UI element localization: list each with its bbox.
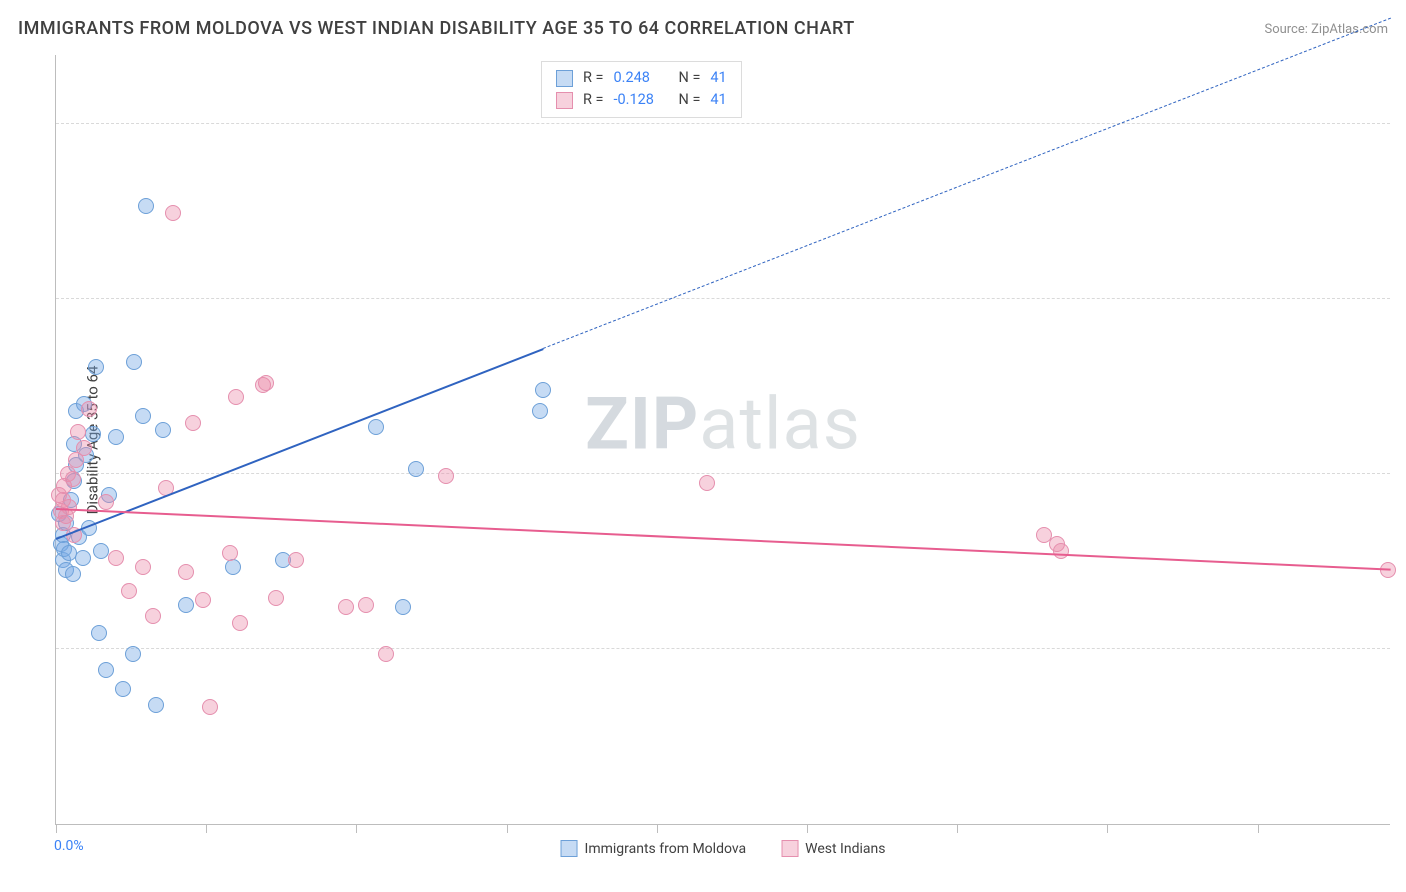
- y-tick-label: 7.5%: [1395, 641, 1406, 657]
- watermark: ZIPatlas: [585, 382, 861, 467]
- scatter-point-westind: [70, 424, 86, 440]
- scatter-point-moldova: [98, 662, 114, 678]
- x-axis-min-label: 0.0%: [54, 838, 84, 854]
- scatter-point-westind: [195, 592, 211, 608]
- x-tick: [206, 824, 207, 833]
- scatter-point-moldova: [125, 646, 141, 662]
- scatter-point-westind: [378, 646, 394, 662]
- scatter-point-moldova: [532, 403, 548, 419]
- label-n: N =: [679, 89, 701, 111]
- legend-label-westind: West Indians: [805, 841, 885, 857]
- y-tick-label: 22.5%: [1395, 291, 1406, 307]
- scatter-point-moldova: [115, 681, 131, 697]
- scatter-point-westind: [222, 545, 238, 561]
- scatter-point-westind: [108, 550, 124, 566]
- scatter-point-westind: [338, 599, 354, 615]
- legend-item-moldova: Immigrants from Moldova: [561, 840, 747, 857]
- scatter-point-westind: [61, 499, 77, 515]
- scatter-point-westind: [288, 552, 304, 568]
- label-r: R =: [583, 89, 604, 111]
- source-prefix: Source:: [1264, 22, 1311, 37]
- scatter-point-westind: [98, 494, 114, 510]
- scatter-point-moldova: [75, 550, 91, 566]
- x-tick: [356, 824, 357, 833]
- label-r: R =: [583, 67, 604, 89]
- scatter-point-moldova: [408, 461, 424, 477]
- scatter-point-moldova: [135, 408, 151, 424]
- scatter-point-moldova: [368, 419, 384, 435]
- legend-label-moldova: Immigrants from Moldova: [585, 841, 747, 857]
- scatter-point-westind: [165, 205, 181, 221]
- scatter-point-westind: [81, 401, 97, 417]
- plot-area: Disability Age 35 to 64 ZIPatlas 7.5%15.…: [55, 55, 1390, 825]
- stats-row-moldova: R = 0.248 N = 41: [556, 67, 727, 89]
- watermark-light: atlas: [699, 382, 861, 467]
- watermark-bold: ZIP: [585, 382, 699, 467]
- x-tick: [1107, 824, 1108, 833]
- scatter-point-moldova: [93, 543, 109, 559]
- swatch-moldova-icon: [561, 840, 578, 857]
- scatter-point-moldova: [138, 198, 154, 214]
- scatter-point-moldova: [155, 422, 171, 438]
- scatter-point-westind: [65, 471, 81, 487]
- scatter-point-westind: [228, 389, 244, 405]
- source-link[interactable]: ZipAtlas.com: [1311, 22, 1388, 37]
- legend-item-westind: West Indians: [781, 840, 885, 857]
- label-n: N =: [679, 67, 701, 89]
- scatter-point-moldova: [225, 559, 241, 575]
- scatter-point-moldova: [535, 382, 551, 398]
- scatter-point-moldova: [91, 625, 107, 641]
- scatter-point-westind: [178, 564, 194, 580]
- swatch-westind-icon: [556, 92, 573, 109]
- source-attribution: Source: ZipAtlas.com: [1264, 22, 1388, 37]
- gridline: [56, 298, 1390, 299]
- value-r-moldova: 0.248: [614, 67, 669, 89]
- scatter-point-westind: [232, 615, 248, 631]
- scatter-point-moldova: [178, 597, 194, 613]
- y-tick-label: 15.0%: [1395, 466, 1406, 482]
- scatter-point-moldova: [65, 566, 81, 582]
- y-tick-label: 30.0%: [1395, 116, 1406, 132]
- scatter-point-westind: [145, 608, 161, 624]
- x-tick: [1258, 824, 1259, 833]
- legend-bottom: Immigrants from Moldova West Indians: [561, 840, 886, 857]
- gridline: [56, 123, 1390, 124]
- scatter-point-westind: [438, 468, 454, 484]
- chart-title: IMMIGRANTS FROM MOLDOVA VS WEST INDIAN D…: [18, 18, 855, 39]
- swatch-westind-icon: [781, 840, 798, 857]
- x-tick: [56, 824, 57, 833]
- scatter-point-moldova: [126, 354, 142, 370]
- x-tick: [507, 824, 508, 833]
- scatter-point-moldova: [148, 697, 164, 713]
- scatter-point-westind: [699, 475, 715, 491]
- x-tick: [657, 824, 658, 833]
- trendline-westind: [56, 508, 1391, 571]
- x-tick: [807, 824, 808, 833]
- scatter-point-moldova: [88, 359, 104, 375]
- scatter-point-westind: [1053, 543, 1069, 559]
- scatter-point-moldova: [395, 599, 411, 615]
- scatter-point-westind: [135, 559, 151, 575]
- value-n-moldova: 41: [710, 67, 726, 89]
- swatch-moldova-icon: [556, 70, 573, 87]
- scatter-point-westind: [185, 415, 201, 431]
- gridline: [56, 473, 1390, 474]
- scatter-point-westind: [76, 440, 92, 456]
- x-tick: [957, 824, 958, 833]
- scatter-point-westind: [202, 699, 218, 715]
- value-n-westind: 41: [710, 89, 726, 111]
- scatter-point-westind: [258, 375, 274, 391]
- scatter-point-westind: [268, 590, 284, 606]
- gridline: [56, 648, 1390, 649]
- scatter-point-westind: [121, 583, 137, 599]
- value-r-westind: -0.128: [614, 89, 669, 111]
- scatter-point-westind: [358, 597, 374, 613]
- scatter-point-moldova: [108, 429, 124, 445]
- stats-legend-box: R = 0.248 N = 41 R = -0.128 N = 41: [541, 61, 742, 118]
- stats-row-westind: R = -0.128 N = 41: [556, 89, 727, 111]
